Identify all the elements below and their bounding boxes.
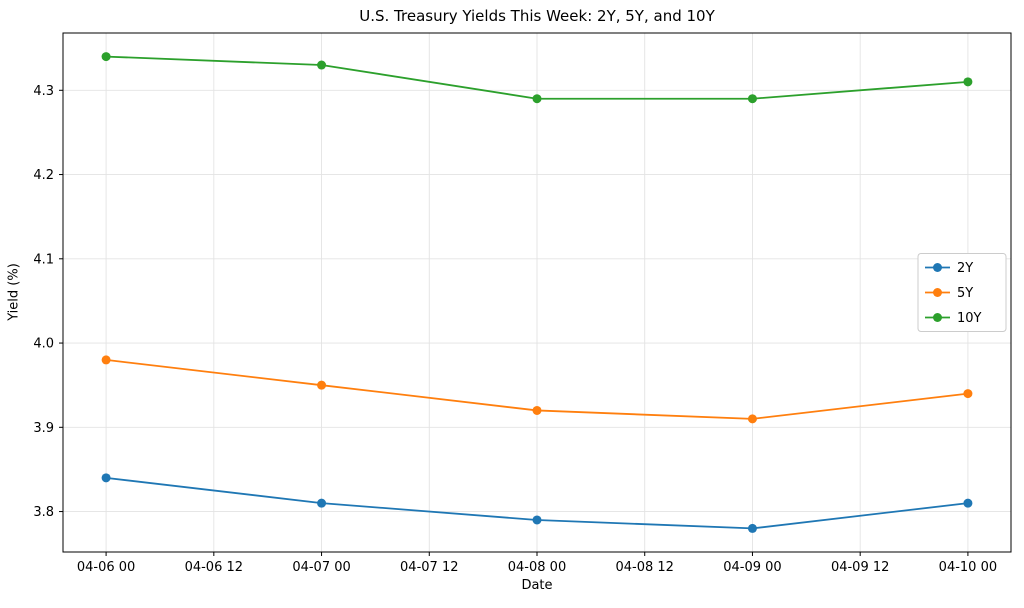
y-tick-label: 4.1	[33, 252, 54, 267]
data-point-marker	[532, 515, 542, 525]
series-2Y	[101, 473, 973, 533]
x-tick-label: 04-06 12	[185, 560, 243, 575]
data-point-marker	[963, 498, 973, 508]
legend-marker-sample	[933, 263, 942, 272]
y-tick-label: 3.9	[33, 421, 54, 436]
x-tick-label: 04-10 00	[939, 560, 997, 575]
data-point-marker	[963, 389, 973, 399]
y-tick-label: 4.0	[33, 337, 54, 352]
data-point-marker	[101, 355, 111, 365]
legend-entry-2Y: 2Y	[925, 261, 973, 276]
data-point-marker	[963, 77, 973, 87]
series-10Y	[101, 52, 973, 104]
data-point-marker	[101, 52, 111, 62]
x-tick-label: 04-08 12	[616, 560, 674, 575]
data-point-marker	[747, 523, 757, 533]
legend-label: 5Y	[957, 286, 973, 301]
chart-title: U.S. Treasury Yields This Week: 2Y, 5Y, …	[359, 7, 715, 25]
x-tick-label: 04-07 00	[292, 560, 350, 575]
data-point-marker	[317, 498, 327, 508]
data-point-marker	[532, 94, 542, 104]
data-point-marker	[317, 60, 327, 70]
y-tick-label: 4.2	[33, 168, 54, 183]
legend-entry-5Y: 5Y	[925, 286, 973, 301]
axis-ticks: 04-06 00 04-06 12 04-07 00 04-07 12 04-08 00…	[33, 84, 997, 575]
grid-lines	[63, 33, 1011, 552]
legend-label: 2Y	[957, 261, 973, 276]
x-axis-label: Date	[521, 578, 553, 593]
legend-box	[917, 253, 1007, 332]
legend-marker-sample	[933, 288, 942, 297]
legend-marker-sample	[933, 313, 942, 322]
x-tick-label: 04-07 12	[400, 560, 458, 575]
data-point-marker	[532, 405, 542, 415]
y-axis-label: Yield (%)	[6, 263, 22, 321]
data-point-marker	[317, 380, 327, 390]
legend: 2Y 5Y 10Y	[917, 253, 1007, 332]
x-tick-label: 04-06 00	[77, 560, 135, 575]
x-tick-label: 04-09 00	[723, 560, 781, 575]
series-5Y	[101, 355, 973, 424]
data-point-marker	[747, 414, 757, 424]
legend-entry-10Y: 10Y	[925, 311, 982, 326]
data-point-marker	[747, 94, 757, 104]
x-tick-label: 04-08 00	[508, 560, 566, 575]
legend-label: 10Y	[957, 311, 982, 326]
y-tick-label: 3.8	[33, 505, 54, 520]
data-point-marker	[101, 473, 111, 483]
x-tick-label: 04-09 12	[831, 560, 889, 575]
y-tick-label: 4.3	[33, 84, 54, 99]
